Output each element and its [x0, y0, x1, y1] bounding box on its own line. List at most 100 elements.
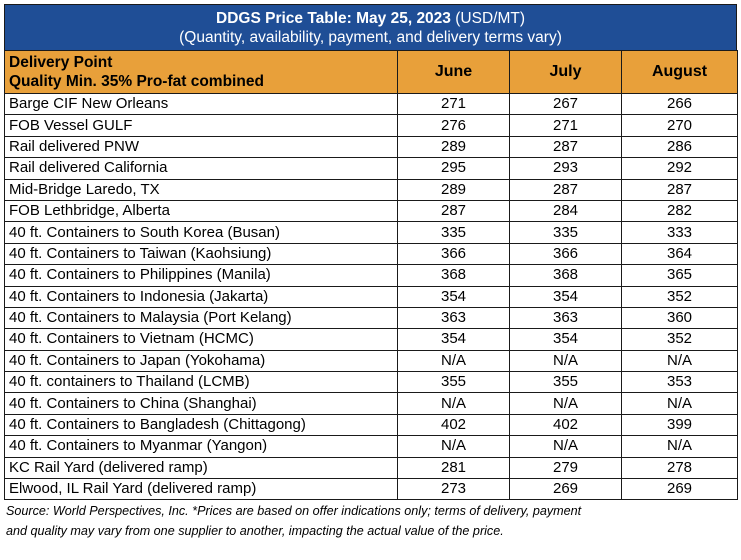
delivery-point-cell: Barge CIF New Orleans	[4, 92, 398, 116]
july-price-cell: N/A	[509, 349, 622, 373]
delivery-point-cell: 40 ft. Containers to Malaysia (Port Kela…	[4, 306, 398, 330]
table-row: Rail delivered California 295 293 292	[4, 157, 738, 180]
july-price-cell: 355	[509, 371, 622, 394]
july-header: July	[509, 50, 622, 94]
june-price-cell: 363	[397, 306, 510, 330]
july-price-cell: 363	[509, 306, 622, 330]
table-row: 40 ft. Containers to Indonesia (Jakarta)…	[4, 285, 738, 308]
july-price-cell: 284	[509, 199, 622, 223]
june-price-cell: 271	[397, 92, 510, 116]
june-price-cell: 354	[397, 285, 510, 308]
july-price-cell: 267	[509, 92, 622, 116]
june-price-cell: 273	[397, 478, 510, 501]
delivery-point-cell: 40 ft. Containers to Vietnam (HCMC)	[4, 328, 398, 351]
table-row: 40 ft. Containers to Japan (Yokohama) N/A…	[4, 349, 738, 373]
table-row: 40 ft. Containers to Taiwan (Kaohsiung) 3…	[4, 242, 738, 266]
june-price-cell: 355	[397, 371, 510, 394]
june-header: June	[397, 50, 510, 94]
july-price-cell: 366	[509, 242, 622, 266]
table-row: Mid-Bridge Laredo, TX 289 287 287	[4, 178, 738, 201]
august-price-cell: 333	[621, 221, 738, 244]
table-body: Barge CIF New Orleans 271 267 266 FOB Vessel…	[4, 92, 738, 501]
delivery-point-cell: 40 ft. Containers to Philippines (Manila…	[4, 264, 398, 287]
title-units: (USD/MT)	[450, 10, 525, 27]
august-price-cell: 287	[621, 178, 738, 201]
delivery-point-cell: Rail delivered PNW	[4, 135, 398, 159]
august-price-cell: 365	[621, 264, 738, 287]
august-price-cell: 353	[621, 371, 738, 394]
june-price-cell: 289	[397, 135, 510, 159]
august-price-cell: 282	[621, 199, 738, 223]
june-price-cell: 354	[397, 328, 510, 351]
august-price-cell: 278	[621, 456, 738, 480]
table-row: Elwood, IL Rail Yard (delivered ramp) 273…	[4, 478, 738, 501]
june-price-cell: 295	[397, 157, 510, 180]
july-price-cell: 293	[509, 157, 622, 180]
august-header: August	[621, 50, 738, 94]
july-price-cell: 269	[509, 478, 622, 501]
price-table: Delivery Point Quality Min. 35% Pro-fat …	[4, 50, 738, 501]
august-price-cell: 286	[621, 135, 738, 159]
table-row: 40 ft. Containers to Myanmar (Yangon) N/A…	[4, 435, 738, 458]
table-row: KC Rail Yard (delivered ramp) 281 279 278	[4, 456, 738, 480]
june-price-cell: 281	[397, 456, 510, 480]
header-row: Delivery Point Quality Min. 35% Pro-fat …	[4, 50, 738, 94]
june-price-cell: N/A	[397, 435, 510, 458]
delivery-point-cell: 40 ft. Containers to China (Shanghai)	[4, 392, 398, 415]
june-price-cell: N/A	[397, 392, 510, 415]
july-price-cell: 271	[509, 114, 622, 137]
table-row: 40 ft. Containers to South Korea (Busan)…	[4, 221, 738, 244]
delivery-point-cell: 40 ft. Containers to Taiwan (Kaohsiung)	[4, 242, 398, 266]
table-title-bar: DDGS Price Table: May 25, 2023 (USD/MT) …	[4, 4, 737, 50]
july-price-cell: 335	[509, 221, 622, 244]
july-price-cell: 354	[509, 285, 622, 308]
august-price-cell: 352	[621, 328, 738, 351]
delivery-point-cell: Rail delivered California	[4, 157, 398, 180]
july-price-cell: 368	[509, 264, 622, 287]
table-subtitle: (Quantity, availability, payment, and de…	[179, 29, 562, 46]
table-row: 40 ft. containers to Thailand (LCMB) 355 3…	[4, 371, 738, 394]
august-price-cell: 399	[621, 413, 738, 437]
delivery-point-header-line2: Quality Min. 35% Pro-fat combined	[9, 73, 264, 90]
june-price-cell: 289	[397, 178, 510, 201]
title-text: DDGS Price Table: May 25, 2023	[216, 10, 451, 27]
june-price-cell: 402	[397, 413, 510, 437]
august-price-cell: 360	[621, 306, 738, 330]
august-price-cell: 364	[621, 242, 738, 266]
june-price-cell: N/A	[397, 349, 510, 373]
july-price-cell: N/A	[509, 392, 622, 415]
june-price-cell: 368	[397, 264, 510, 287]
table-title: DDGS Price Table: May 25, 2023 (USD/MT)	[5, 9, 736, 28]
june-price-cell: 287	[397, 199, 510, 223]
table-row: 40 ft. Containers to China (Shanghai) N/A…	[4, 392, 738, 415]
august-price-cell: 292	[621, 157, 738, 180]
august-price-cell: N/A	[621, 349, 738, 373]
delivery-point-cell: 40 ft. Containers to Japan (Yokohama)	[4, 349, 398, 373]
july-price-cell: 354	[509, 328, 622, 351]
delivery-point-cell: 40 ft. Containers to Myanmar (Yangon)	[4, 435, 398, 458]
delivery-point-cell: FOB Vessel GULF	[4, 114, 398, 137]
table-row: Rail delivered PNW 289 287 286	[4, 135, 738, 159]
july-price-cell: 402	[509, 413, 622, 437]
footnote-line1: Source: World Perspectives, Inc. *Prices…	[6, 504, 582, 519]
july-price-cell: 287	[509, 135, 622, 159]
june-price-cell: 276	[397, 114, 510, 137]
delivery-point-header: Delivery Point Quality Min. 35% Pro-fat …	[4, 50, 398, 94]
july-price-cell: 287	[509, 178, 622, 201]
delivery-point-cell: 40 ft. Containers to Bangladesh (Chittag…	[4, 413, 398, 437]
august-price-cell: 269	[621, 478, 738, 501]
delivery-point-cell: Elwood, IL Rail Yard (delivered ramp)	[4, 478, 398, 501]
table-row: 40 ft. Containers to Malaysia (Port Kela…	[4, 306, 738, 330]
table-row: FOB Vessel GULF 276 271 270	[4, 114, 738, 137]
delivery-point-cell: 40 ft. Containers to Indonesia (Jakarta)	[4, 285, 398, 308]
delivery-point-cell: FOB Lethbridge, Alberta	[4, 199, 398, 223]
footnote-line2: and quality may vary from one supplier t…	[6, 524, 504, 539]
table-row: 40 ft. Containers to Bangladesh (Chittag…	[4, 413, 738, 437]
july-price-cell: N/A	[509, 435, 622, 458]
august-price-cell: 266	[621, 92, 738, 116]
august-price-cell: 270	[621, 114, 738, 137]
price-table-container: DDGS Price Table: May 25, 2023 (USD/MT) …	[4, 4, 738, 541]
delivery-point-cell: KC Rail Yard (delivered ramp)	[4, 456, 398, 480]
table-row: 40 ft. Containers to Vietnam (HCMC) 354 35…	[4, 328, 738, 351]
august-price-cell: N/A	[621, 392, 738, 415]
